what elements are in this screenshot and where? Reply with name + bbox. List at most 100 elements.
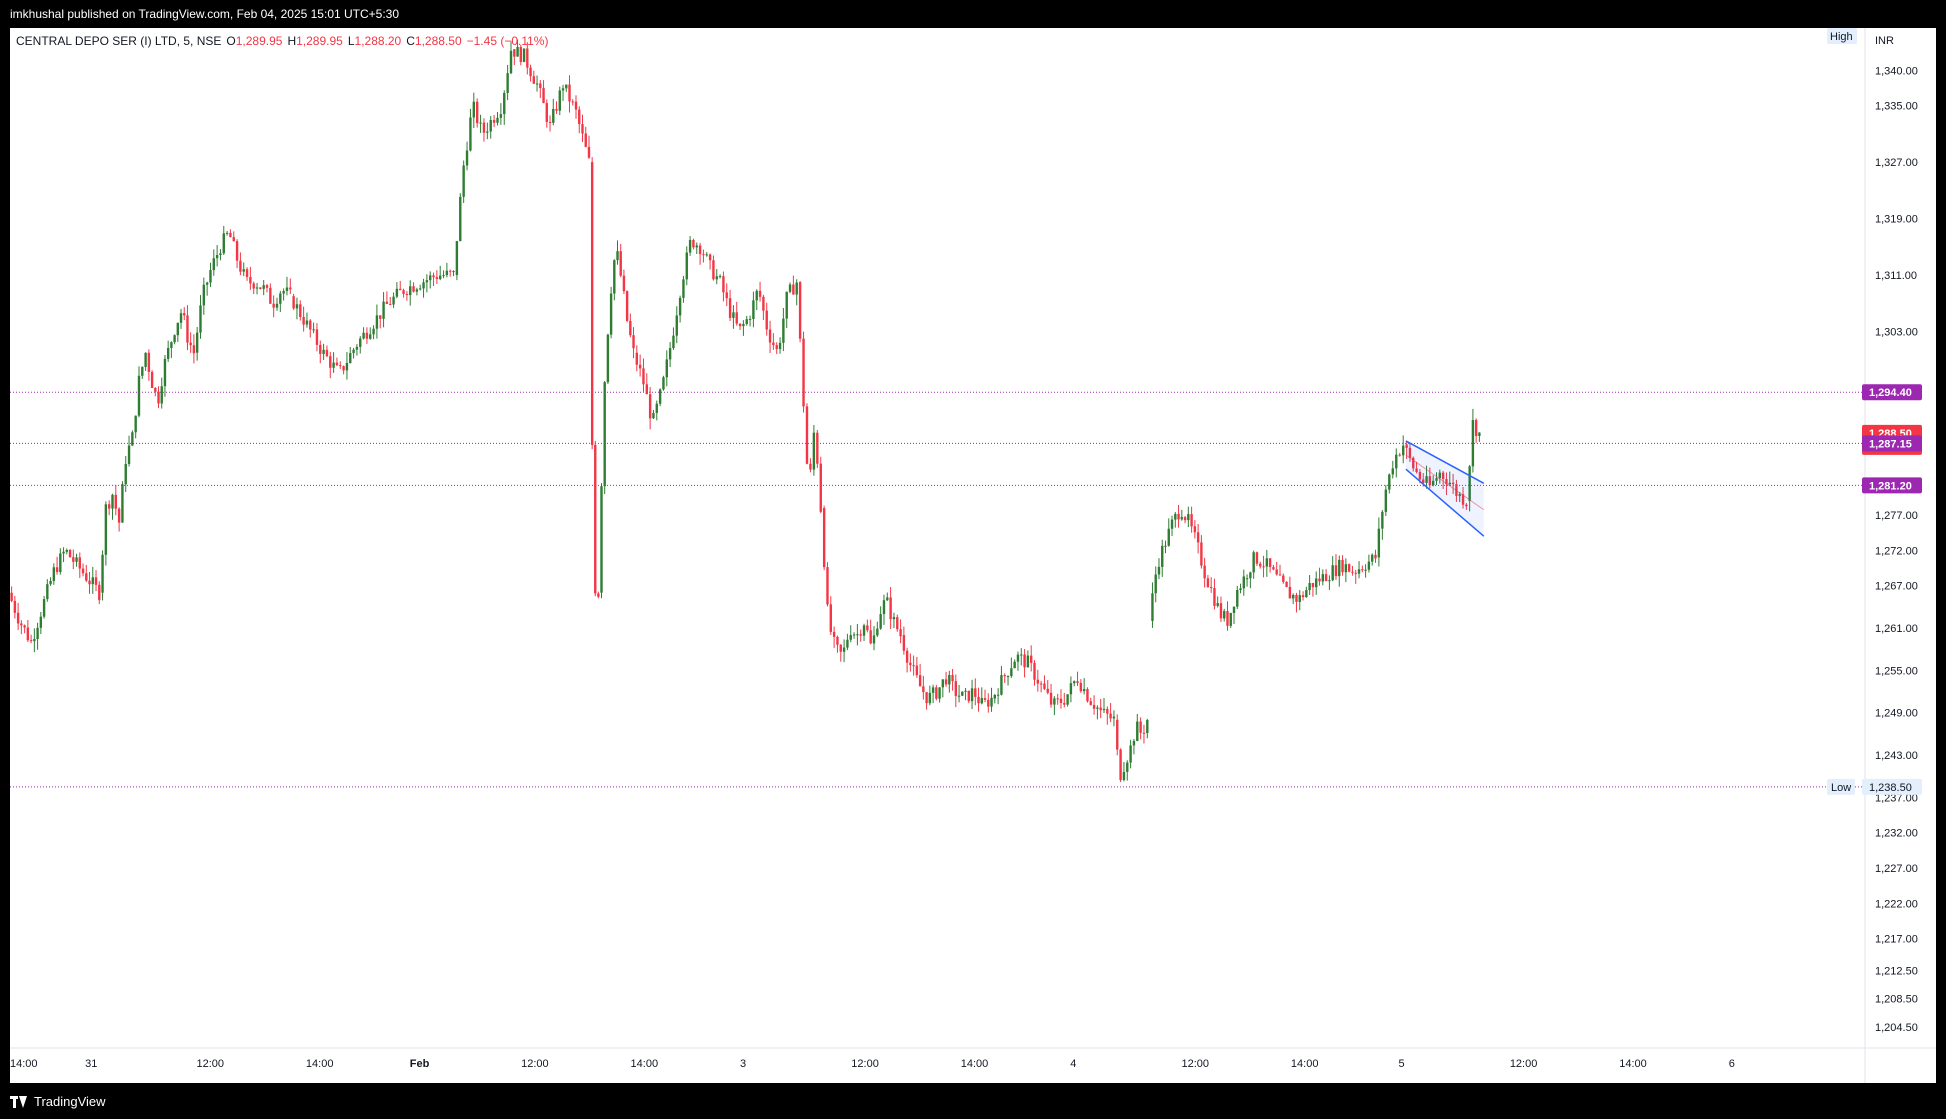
- candle-body: [951, 675, 954, 682]
- y-tick-label: 1,222.00: [1875, 898, 1918, 910]
- y-tick-label: 1,249.00: [1875, 708, 1918, 720]
- candle-body: [665, 359, 668, 378]
- currency-label: INR: [1875, 35, 1894, 47]
- candle-body: [1468, 466, 1471, 501]
- candle-body: [1367, 561, 1371, 570]
- candle-body: [202, 284, 206, 306]
- y-tick-label: 1,319.00: [1875, 214, 1918, 226]
- candle-body: [516, 46, 519, 57]
- candle-body: [1308, 583, 1311, 591]
- candle-body: [1357, 569, 1361, 574]
- candle-body: [345, 363, 349, 371]
- candle-body: [658, 389, 662, 404]
- tradingview-logo[interactable]: TradingView: [10, 1094, 106, 1109]
- candle-body: [1291, 594, 1295, 599]
- level-badge-label: 1,281.20: [1869, 480, 1912, 492]
- candle-body: [675, 315, 678, 336]
- candle-body: [532, 76, 536, 84]
- candle-body: [199, 305, 202, 333]
- candle-body: [1232, 606, 1236, 613]
- y-tick-label: 1,277.00: [1875, 510, 1918, 522]
- level-badge: [1862, 384, 1922, 401]
- open-value: O1,289.95: [226, 34, 283, 48]
- candle-body: [983, 698, 987, 700]
- candle-body: [1099, 707, 1102, 711]
- candle-body: [886, 597, 889, 601]
- candle-body: [1384, 489, 1388, 512]
- candle-body: [252, 283, 255, 289]
- candle-body: [1066, 694, 1069, 705]
- y-tick-label: 1,208.50: [1875, 994, 1918, 1006]
- candle-body: [1331, 565, 1334, 581]
- candle-body: [1422, 479, 1425, 483]
- candle-body: [305, 320, 309, 325]
- price-chart[interactable]: 1,340.00 1,335.00 1,327.00 1,319.00 1,311.00…: [10, 28, 1936, 1083]
- candle-body: [745, 319, 748, 324]
- candle-body: [708, 254, 712, 261]
- candle-body: [555, 108, 558, 111]
- candle-body: [275, 303, 279, 308]
- candle-body: [775, 345, 778, 350]
- candle-body: [479, 122, 482, 124]
- candle-body: [68, 549, 72, 558]
- candle-body: [439, 275, 442, 279]
- candle-body: [131, 432, 134, 446]
- candle-body: [1388, 474, 1391, 490]
- candle-body: [548, 121, 552, 123]
- candle-body: [980, 698, 983, 704]
- candle-body: [1458, 494, 1461, 496]
- candle-body: [166, 347, 170, 359]
- candle-body: [144, 352, 147, 367]
- candle-body: [568, 84, 571, 102]
- chart-pane[interactable]: 1,340.00 1,335.00 1,327.00 1,319.00 1,311.00…: [10, 28, 1936, 1083]
- candle-body: [392, 296, 395, 305]
- candle-body: [170, 342, 173, 348]
- candle-body: [1043, 683, 1046, 689]
- candle-body: [163, 358, 167, 387]
- y-tick-label: 1,255.00: [1875, 665, 1918, 677]
- candle-body: [590, 162, 594, 445]
- candle-body: [154, 387, 157, 392]
- candle-body: [1049, 692, 1053, 705]
- candle-body: [964, 690, 967, 692]
- close-value: C1,288.50: [406, 34, 462, 48]
- candle-body: [46, 584, 49, 600]
- candle-body: [1347, 564, 1351, 572]
- candle-body: [1089, 701, 1092, 705]
- candle-body: [802, 338, 805, 407]
- y-tick-label: 1,311.00: [1875, 270, 1917, 282]
- y-tick-label: 1,237.00: [1875, 792, 1918, 804]
- candle-body: [692, 239, 695, 248]
- candle-body: [75, 557, 78, 562]
- candle-body: [1268, 558, 1272, 568]
- candle-body: [822, 508, 826, 568]
- candle-body: [1226, 611, 1229, 626]
- candle-body: [597, 593, 600, 597]
- y-tick-label: 1,217.00: [1875, 934, 1918, 946]
- candle-body: [1370, 554, 1374, 562]
- candle-body: [542, 88, 545, 104]
- candle-body: [1405, 444, 1408, 448]
- candle-body: [519, 46, 523, 62]
- candle-body: [462, 165, 465, 197]
- high-value: H1,289.95: [287, 34, 343, 48]
- candle-body: [121, 484, 124, 523]
- candle-body: [922, 686, 925, 693]
- candle-body: [625, 291, 629, 321]
- candle-body: [668, 348, 672, 360]
- level-badge: [1862, 435, 1922, 452]
- candle-body: [1242, 576, 1245, 589]
- candle-body: [20, 623, 23, 626]
- candle-body: [859, 634, 862, 636]
- candle-body: [489, 120, 492, 132]
- candle-body: [1082, 689, 1086, 692]
- candle-body: [882, 600, 886, 615]
- candle-body: [415, 289, 419, 292]
- channel-upper-line: [1405, 440, 1485, 484]
- symbol-legend: CENTRAL DEPO SER (I) LTD, 5, NSE O1,289.…: [16, 34, 548, 48]
- y-tick-label: 1,340.00: [1875, 65, 1918, 77]
- candle-body: [499, 114, 503, 118]
- high-tag-label: High: [1830, 31, 1853, 43]
- x-tick-label: 6: [1729, 1058, 1735, 1070]
- candle-body: [186, 315, 189, 343]
